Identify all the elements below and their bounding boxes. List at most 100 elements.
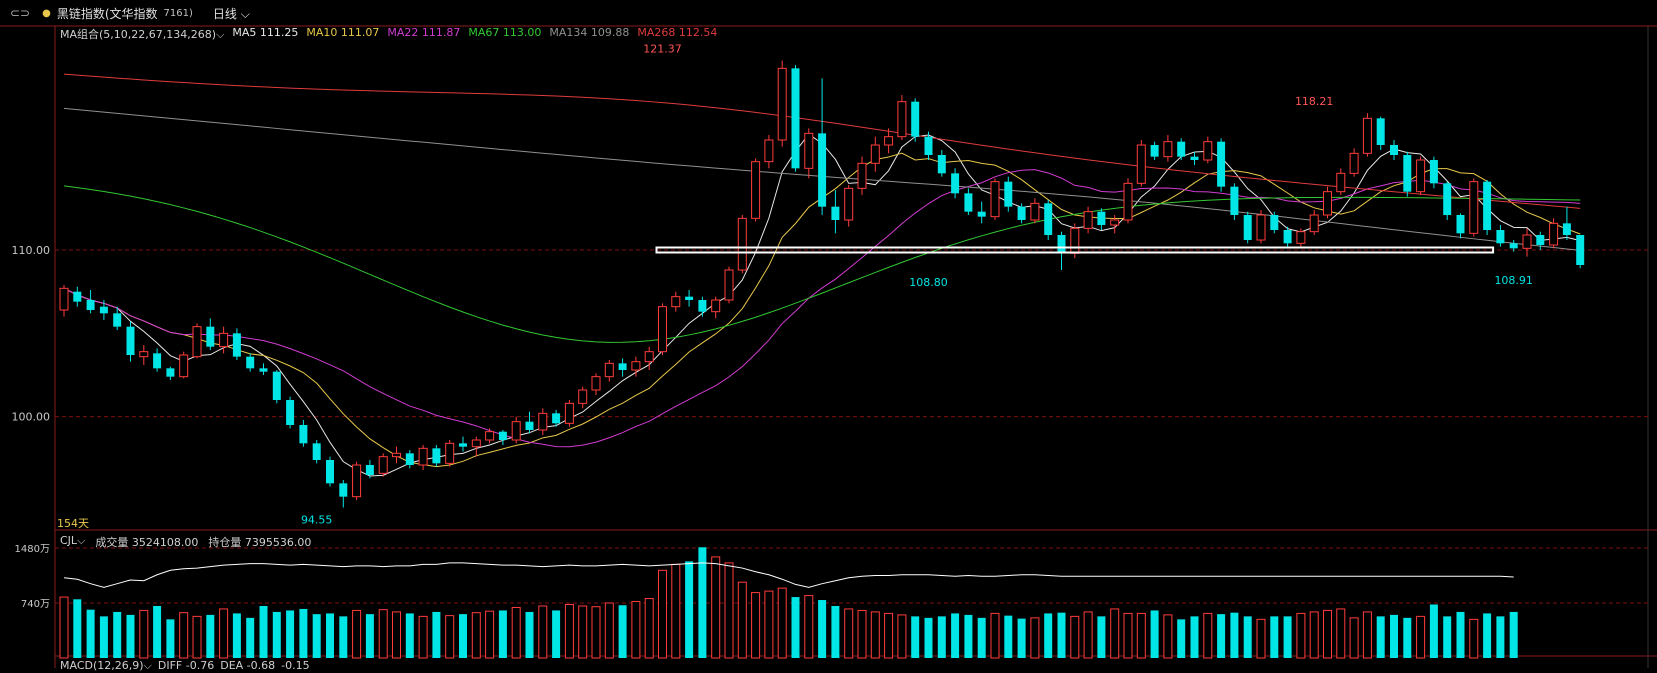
candle-body <box>1549 222 1559 246</box>
period-selector[interactable]: 日线 ⌵ <box>213 5 250 22</box>
candle-body <box>445 442 455 464</box>
candle-body <box>73 291 82 302</box>
volume-bar <box>286 610 295 658</box>
volume-bar <box>777 587 787 659</box>
volume-bar <box>1163 614 1173 659</box>
volume-bar <box>1416 615 1426 659</box>
candle-body <box>1270 215 1279 230</box>
volume-bar <box>1190 616 1199 658</box>
ma-combo-selector[interactable]: MA组合(5,10,22,67,134,268)⌵ <box>60 26 224 42</box>
volume-bar <box>764 590 774 659</box>
volume-bar <box>299 608 308 658</box>
ma-legend: MA组合(5,10,22,67,134,268)⌵ MA5 111.25 MA1… <box>60 26 717 42</box>
candle-body <box>1403 155 1412 192</box>
candle-body <box>1283 230 1292 244</box>
volume-bar <box>791 597 800 658</box>
candle-body <box>844 187 854 221</box>
candle-body <box>1030 202 1040 221</box>
candle-body <box>418 447 428 466</box>
volume-bar <box>751 592 761 659</box>
candle-body <box>1217 141 1226 187</box>
candle-body <box>884 136 894 146</box>
chevron-down-icon: ⌵ <box>143 659 152 672</box>
candle-body <box>1323 191 1332 216</box>
candle-body <box>644 351 654 363</box>
candle-body <box>153 353 162 369</box>
candle-body <box>1362 117 1372 154</box>
open-interest-line <box>63 562 1514 588</box>
candle-body <box>564 402 574 424</box>
volume-bar <box>1349 617 1359 659</box>
candle-body <box>1416 159 1426 193</box>
candle-body <box>1243 215 1252 240</box>
volume-tick-label: 740万 <box>21 599 50 610</box>
volume-bar <box>459 614 467 658</box>
volume-value: 成交量 3524108.00 <box>95 536 199 549</box>
period-label: 日线 <box>212 6 237 21</box>
candle-body <box>299 425 308 444</box>
candle-body <box>1522 234 1532 249</box>
volume-bar <box>831 605 840 658</box>
volume-bar <box>259 605 268 658</box>
volume-indicator-selector[interactable]: CJL⌵ <box>60 534 85 550</box>
candle-body <box>1576 235 1585 265</box>
volume-bar <box>86 609 95 658</box>
volume-bar <box>192 615 202 659</box>
link-icon[interactable]: ⊂⊃ <box>10 6 31 20</box>
candle-body <box>1509 243 1518 249</box>
volume-bar <box>432 611 441 658</box>
top-bar: ⊂⊃ ● 黑链指数(文华指数 7161) 日线 ⌵ <box>0 0 1657 26</box>
candle-body <box>897 101 907 138</box>
volume-bar <box>339 616 348 658</box>
volume-bar <box>272 611 281 658</box>
volume-bar <box>365 614 374 658</box>
volume-bar <box>1030 617 1040 659</box>
candle-body <box>552 413 561 424</box>
volume-bar <box>1456 611 1465 658</box>
candle-body <box>1483 181 1492 230</box>
volume-bar <box>126 614 135 658</box>
candle-body <box>485 431 495 441</box>
candle-body <box>1177 141 1186 157</box>
candle-body <box>1083 211 1093 229</box>
volume-bar <box>578 605 588 659</box>
volume-bar <box>857 609 867 659</box>
candle-body <box>206 326 215 347</box>
candle-body <box>1443 183 1452 215</box>
volume-bar <box>498 610 507 658</box>
volume-bar <box>1017 618 1026 658</box>
candle-body <box>724 269 734 301</box>
price-tick-label: 100.00 <box>12 411 51 424</box>
volume-bar <box>711 556 721 659</box>
candle-body <box>538 412 548 431</box>
candle-body <box>1349 152 1359 174</box>
candle-body <box>511 421 521 441</box>
candle-body <box>1562 223 1571 235</box>
volume-bar <box>1429 604 1438 658</box>
candle-body <box>1203 141 1213 161</box>
volume-bar <box>884 612 894 659</box>
volume-bar <box>552 610 561 658</box>
candle-body <box>578 389 588 404</box>
volume-bar <box>564 603 574 659</box>
candle-body <box>86 300 95 310</box>
candle-body <box>777 67 787 141</box>
volume-bar <box>897 614 907 659</box>
chevron-down-icon: ⌵ <box>77 534 86 547</box>
volume-bar <box>1110 608 1120 659</box>
volume-bar <box>73 599 82 658</box>
volume-bar <box>232 613 241 658</box>
candle-body <box>1070 227 1080 254</box>
candle-body <box>631 361 641 371</box>
candle-body <box>1110 219 1120 226</box>
volume-bar <box>844 608 854 659</box>
candle-body <box>658 306 667 353</box>
volume-bar <box>618 605 627 658</box>
volume-bar <box>685 561 694 658</box>
candle-body <box>392 452 401 458</box>
candle-body <box>219 332 229 348</box>
candle-body <box>977 211 986 217</box>
support-line <box>655 246 1495 254</box>
candle-body <box>1390 145 1398 155</box>
